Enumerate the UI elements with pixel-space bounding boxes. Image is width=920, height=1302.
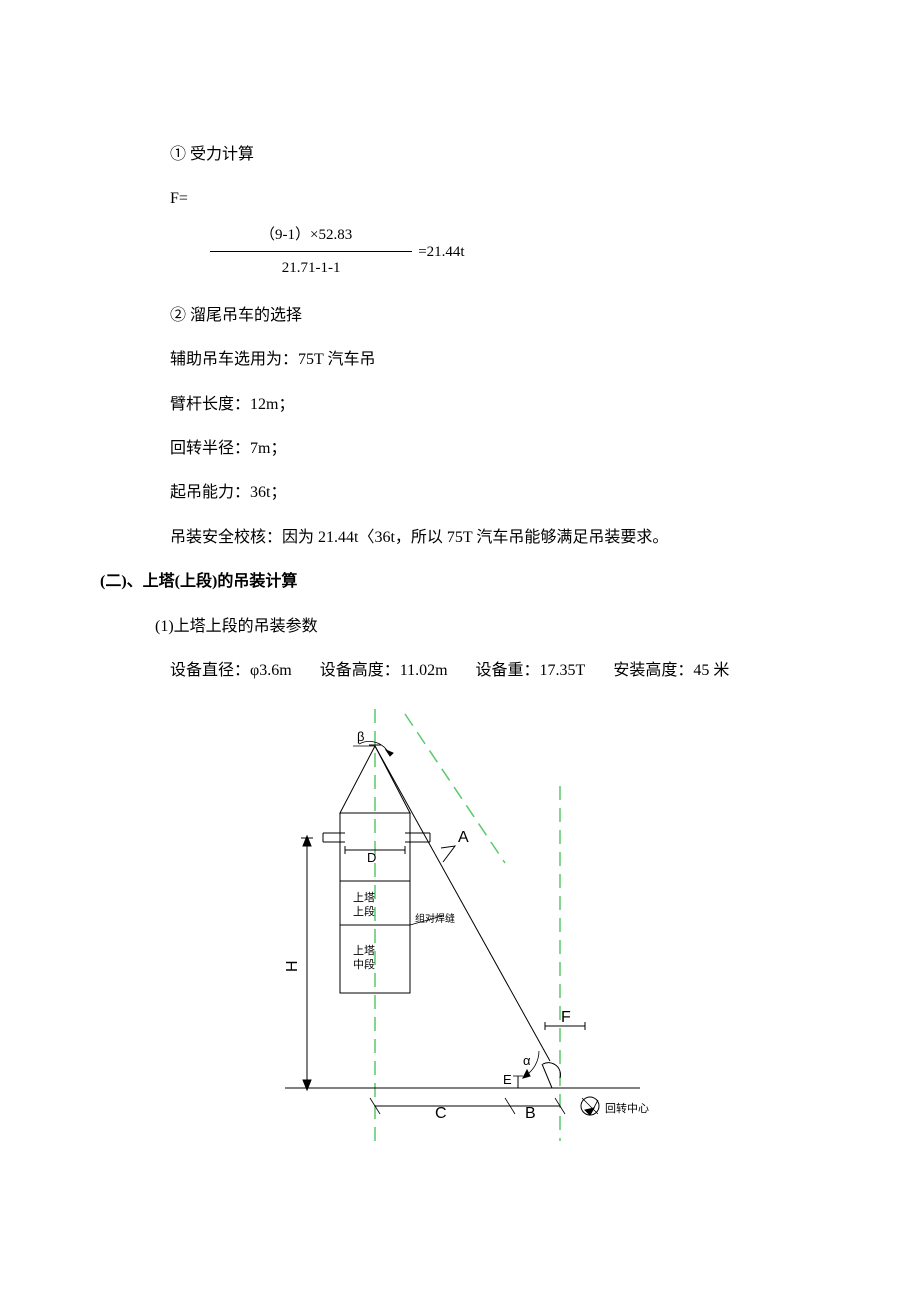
label-weld: 组对焊缝	[415, 912, 455, 925]
item-force-calc-title: ① 受力计算	[170, 140, 820, 170]
radius-line: 回转半径：7m；	[170, 434, 820, 464]
aux-crane-line: 辅助吊车选用为：75T 汽车吊	[170, 345, 820, 375]
item-tail-crane-title: ② 溜尾吊车的选择	[170, 301, 820, 331]
numerator: （9-1）×52.83	[210, 221, 412, 253]
label-D: D	[367, 850, 376, 865]
param-install: 安装高度：45 米	[613, 662, 729, 679]
label-C: C	[435, 1105, 447, 1122]
param-weight: 设备重：17.35T	[476, 662, 586, 679]
label-upper-2: 上段	[353, 904, 375, 918]
capacity-line: 起吊能力：36t；	[170, 478, 820, 508]
param-height: 设备高度：11.02m	[320, 662, 448, 679]
label-mid-2: 中段	[353, 957, 375, 971]
formula-block: F= （9-1）×52.83 21.71-1-1 =21.44t	[170, 184, 820, 282]
label-E: E	[503, 1072, 512, 1087]
label-upper-1: 上塔	[353, 891, 375, 904]
label-rotation-center: 回转中心	[605, 1101, 649, 1115]
formula-lhs: F=	[170, 184, 820, 214]
formula-result: =21.44t	[418, 238, 464, 267]
label-H: H	[284, 961, 301, 973]
denominator: 21.71-1-1	[210, 252, 412, 283]
label-beta: β	[357, 729, 364, 744]
label-A: A	[458, 829, 469, 846]
label-F: F	[561, 1009, 571, 1026]
diagram-container: β A D 上塔 上段 上塔 中段 组对焊缝 H α F E C B 回转中心	[245, 706, 675, 1146]
section2-heading: (二)、上塔(上段)的吊装计算	[100, 567, 820, 597]
label-B: B	[525, 1105, 536, 1122]
param-diameter: 设备直径：φ3.6m	[170, 662, 292, 679]
label-alpha: α	[523, 1053, 531, 1068]
section2-sub: (1)上塔上段的吊装参数	[155, 612, 820, 642]
params-line: 设备直径：φ3.6m 设备高度：11.02m 设备重：17.35T 安装高度：4…	[170, 656, 820, 686]
arm-length-line: 臂杆长度：12m；	[170, 390, 820, 420]
label-mid-1: 上塔	[353, 944, 375, 957]
fraction: （9-1）×52.83 21.71-1-1	[210, 221, 412, 283]
safety-check-line: 吊装安全校核：因为 21.44t〈36t，所以 75T 汽车吊能够满足吊装要求。	[170, 523, 820, 553]
crane-diagram: β A D 上塔 上段 上塔 中段 组对焊缝 H α F E C B 回转中心	[245, 706, 675, 1146]
